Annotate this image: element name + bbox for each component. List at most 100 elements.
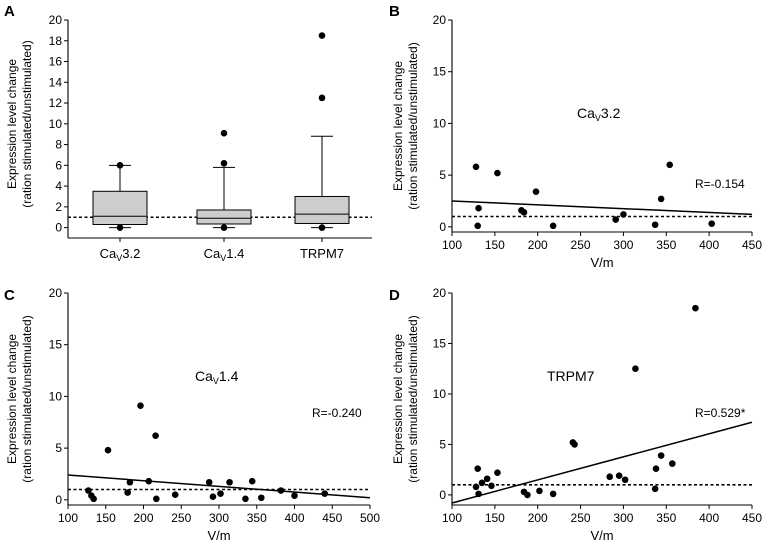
panel-b-correlation-annotation: R=-0.154 [695,177,745,191]
panel-d-data-point [621,476,629,484]
panel-d-x-tick-label: 300 [613,511,633,525]
panel-a-y-tick-label: 10 [49,117,63,131]
panel-c-scatter-cav14: C 0 5 10 15 20 100 150 200 250 300 350 400 450 500 V/m… [4,286,380,543]
panel-a-outlier-point [318,32,326,39]
panel-a-outlier-point [220,159,228,167]
panel-d-data-point [478,479,486,487]
panel-b-data-point [532,188,540,195]
panel-c-y-tick-label: 5 [55,441,62,455]
panel-d-y-tick-label: 10 [433,387,447,401]
panel-b-data-point [549,222,557,230]
panel-d-x-tick-label: 100 [442,511,462,525]
panel-b-data-point [651,221,659,229]
panel-d-data-point [483,475,491,483]
panel-a-y-tick-label: 16 [49,55,63,69]
panel-d-data-point [474,465,482,472]
panel-b-x-axis-label: V/m [590,255,613,270]
panel-b-data-point [494,169,501,177]
panel-d-data-point [488,482,495,490]
panel-d-data-point [692,304,699,312]
panel-d-series-label: TRPM7 [547,368,595,384]
panel-d-data-point [475,490,482,498]
panel-c-x-tick-label: 150 [96,511,116,525]
panel-b-regression-line [451,200,753,216]
panel-c-data-point [104,446,112,454]
panel-b-series-label: CaV3.2 [577,105,621,123]
panel-d-x-tick-label: 200 [528,511,548,525]
panel-b-y-tick-label: 20 [433,13,447,27]
panel-b-x-tick-label: 400 [699,238,719,252]
panel-d-y-tick-label: 0 [439,488,446,502]
panel-c-data-point [171,491,179,498]
panel-d-data-point [549,490,557,498]
panel-a-y-tick-label: 6 [55,158,62,172]
panel-a-y-axis-label: Expression level change(ration stimulate… [5,40,34,207]
panel-b-x-tick-label: 450 [742,238,762,252]
panel-d-data-point [651,485,659,493]
panel-c-data-point [137,402,144,410]
panel-a-box-plot: A 0 2 4 6 8 10 12 14 16 18 20 Expression level chan… [4,3,372,263]
panel-c-data-point [85,487,92,494]
panel-b-y-tick-label: 15 [433,65,447,79]
panel-c-x-tick-label: 250 [171,511,191,525]
panel-d-data-point [472,483,480,491]
panel-b-y-tick-label: 0 [439,220,446,234]
panel-c-data-point [321,490,329,497]
panel-b-x-tick-label: 150 [485,238,505,252]
panel-a-outlier-point [220,129,228,137]
panel-a-y-tick-label: 2 [55,200,62,214]
panel-a-box [92,190,148,226]
panel-b-data-point [474,222,482,230]
panel-d-x-axis-label: V/m [590,528,613,543]
panel-b-data-point [620,211,627,218]
panel-d-data-point [615,472,623,480]
panel-d-x-tick-label: 150 [485,511,505,525]
panel-c-x-tick-label: 300 [209,511,229,525]
panel-a-y-tick-label: 12 [49,96,63,110]
panel-c-data-point [291,492,298,499]
panel-d-data-point [524,491,531,499]
panel-d-data-point [657,452,665,459]
panel-b-y-tick-label: 10 [433,116,447,130]
panel-b-data-point [657,195,665,203]
panel-c-letter: C [4,287,15,304]
panel-c-x-axis-label: V/m [207,528,230,543]
panel-a-outlier-point [116,162,124,169]
panel-c-correlation-annotation: R=-0.240 [312,406,362,420]
panel-c-y-tick-label: 10 [49,389,63,403]
panel-a-box [196,209,252,225]
panel-c-y-axis-label: Expression level change(ration stimulate… [5,315,34,482]
panel-a-y-tick-label: 20 [49,13,63,27]
panel-b-x-tick-label: 350 [656,238,676,252]
panel-a-outlier-point [220,224,228,231]
panel-d-data-point [632,365,639,373]
panel-c-x-tick-label: 450 [322,511,342,525]
panel-c-x-tick-label: 500 [360,511,380,525]
panel-d-data-point [652,465,660,472]
panel-c-data-point [145,477,153,485]
panel-c-data-point [152,432,159,440]
panel-c-x-tick-label: 350 [247,511,267,525]
panel-d-y-tick-label: 20 [433,286,447,300]
panel-b-scatter-cav32: B 0 5 10 15 20 100 150 200 250 300 350 400 450 V/m Exp… [389,3,762,270]
panel-c-data-point [209,493,217,501]
panel-b-x-tick-label: 300 [613,238,633,252]
panel-c-x-tick-label: 400 [284,511,304,525]
panel-a-y-tick-label: 14 [49,75,63,89]
panel-b-data-point [520,209,528,216]
panel-d-data-point [569,439,577,446]
panel-d-letter: D [389,287,400,304]
panel-d-regression-line [451,421,753,504]
panel-d-x-tick-label: 450 [742,511,762,525]
panel-b-data-point [612,216,620,223]
panel-c-regression-line [67,474,371,499]
panel-c-y-tick-label: 15 [49,338,63,352]
panel-a-outlier-point [318,94,326,102]
panel-a-outlier-point [116,224,124,231]
panel-a-y-tick-label: 4 [55,179,62,193]
panel-d-y-axis-label: Expression level change(ration stimulate… [391,315,420,482]
panel-b-data-point [666,161,674,169]
panel-a-outlier-point [318,224,326,231]
panel-d-x-tick-label: 350 [656,511,676,525]
